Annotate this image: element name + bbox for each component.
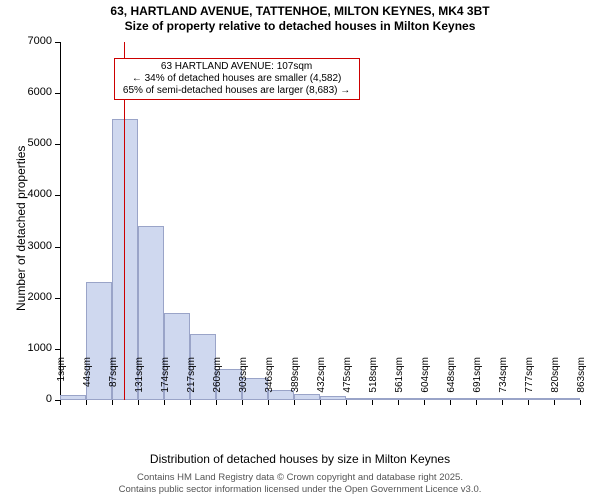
x-tick-label: 260sqm [212,357,223,407]
annotation-line-2: ← 34% of detached houses are smaller (4,… [119,73,355,85]
x-tick-label: 131sqm [134,357,145,407]
x-tick-label: 303sqm [238,357,249,407]
y-axis-label: Number of detached properties [14,146,28,311]
y-tick [55,298,60,299]
y-axis [60,42,61,400]
x-tick-label: 389sqm [290,357,301,407]
y-tick-label: 6000 [12,86,52,98]
x-tick-label: 561sqm [394,357,405,407]
x-tick-label: 691sqm [472,357,483,407]
x-tick-label: 820sqm [550,357,561,407]
footer-line-1: Contains HM Land Registry data © Crown c… [0,472,600,484]
x-tick-label: 217sqm [186,357,197,407]
title-line-2: Size of property relative to detached ho… [0,19,600,34]
chart-footer: Contains HM Land Registry data © Crown c… [0,472,600,496]
plot-area: 010002000300040005000600070001sqm44sqm87… [60,42,580,400]
x-tick-label: 44sqm [82,357,93,407]
x-axis-label: Distribution of detached houses by size … [0,452,600,466]
chart-container: 63, HARTLAND AVENUE, TATTENHOE, MILTON K… [0,0,600,500]
y-tick [55,93,60,94]
y-tick-label: 1000 [12,342,52,354]
y-tick [55,144,60,145]
y-tick-label: 0 [12,393,52,405]
x-tick-label: 87sqm [108,357,119,407]
x-tick-label: 432sqm [316,357,327,407]
x-tick-label: 518sqm [368,357,379,407]
y-tick-label: 7000 [12,35,52,47]
x-tick-label: 475sqm [342,357,353,407]
y-tick [55,42,60,43]
y-tick [55,349,60,350]
y-tick [55,247,60,248]
x-tick-label: 777sqm [524,357,535,407]
annotation-line-1: 63 HARTLAND AVENUE: 107sqm [119,61,355,73]
footer-line-2: Contains public sector information licen… [0,484,600,496]
x-tick-label: 648sqm [446,357,457,407]
chart-title: 63, HARTLAND AVENUE, TATTENHOE, MILTON K… [0,0,600,34]
y-tick [55,195,60,196]
x-tick-label: 863sqm [576,357,587,407]
x-tick-label: 346sqm [264,357,275,407]
x-tick-label: 1sqm [56,357,67,407]
x-tick-label: 174sqm [160,357,171,407]
annotation-box: 63 HARTLAND AVENUE: 107sqm← 34% of detac… [114,58,360,100]
x-tick-label: 604sqm [420,357,431,407]
title-line-1: 63, HARTLAND AVENUE, TATTENHOE, MILTON K… [0,4,600,19]
annotation-line-3: 65% of semi-detached houses are larger (… [119,85,355,97]
x-tick-label: 734sqm [498,357,509,407]
